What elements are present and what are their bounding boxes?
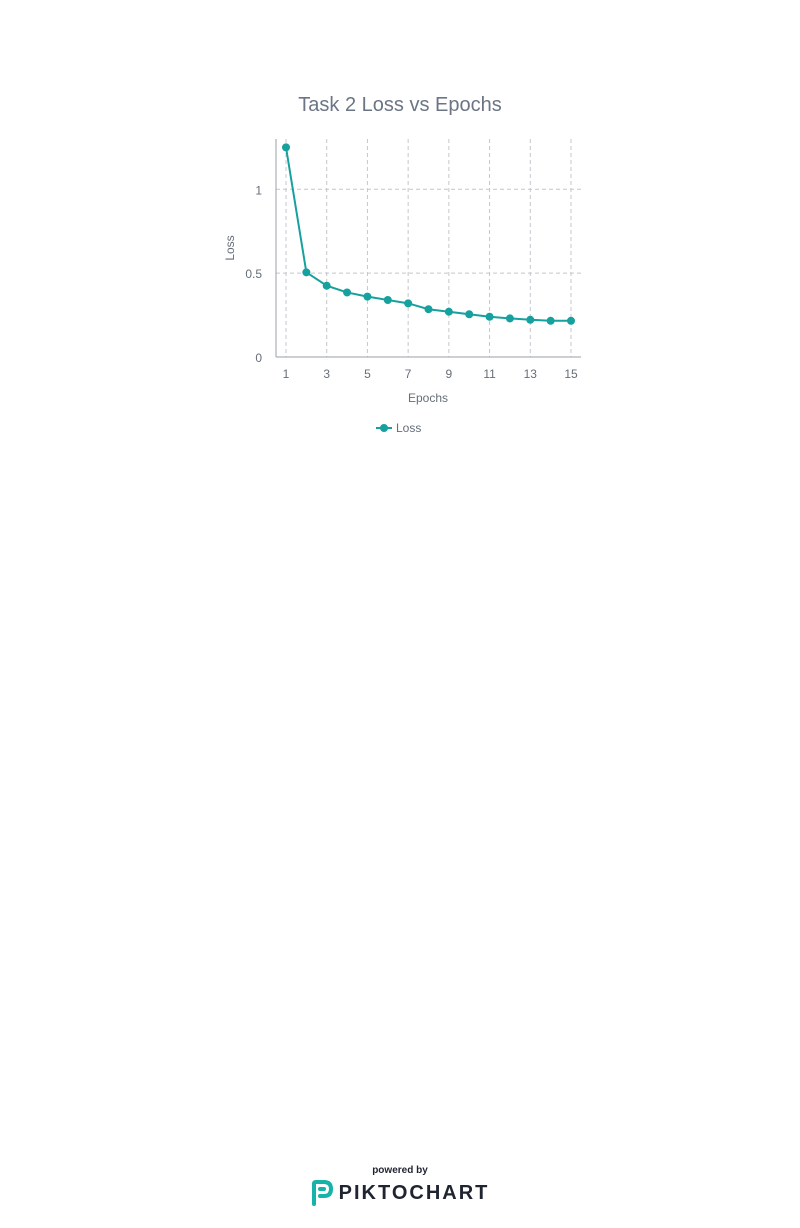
x-tick-label: 15 <box>564 367 578 381</box>
data-point[interactable] <box>404 299 413 308</box>
x-tick-label: 5 <box>364 367 371 381</box>
piktochart-logo-icon <box>311 1180 333 1206</box>
series <box>282 143 575 325</box>
legend-swatch-marker <box>380 424 388 432</box>
y-tick-label: 0.5 <box>245 267 262 281</box>
data-point[interactable] <box>322 281 331 290</box>
y-axis-title: Loss <box>223 235 237 260</box>
grid-lines <box>276 139 581 357</box>
data-point[interactable] <box>567 316 575 325</box>
chart-title: Task 2 Loss vs Epochs <box>298 94 502 116</box>
data-point[interactable] <box>363 292 372 301</box>
data-point[interactable] <box>302 268 311 277</box>
x-tick-label: 3 <box>323 367 330 381</box>
axes <box>275 139 581 358</box>
footer: powered by PIKTOCHART <box>0 1165 800 1211</box>
data-point[interactable] <box>444 307 453 316</box>
x-tick-label: 13 <box>524 367 538 381</box>
legend-label: Loss <box>396 421 421 435</box>
series-line-loss <box>285 147 571 322</box>
x-tick-label: 1 <box>283 367 290 381</box>
legend[interactable]: Loss <box>376 421 421 435</box>
data-point[interactable] <box>485 312 494 321</box>
data-point[interactable] <box>343 288 352 297</box>
x-axis-title: Epochs <box>408 391 448 405</box>
brand-name: PIKTOCHART <box>338 1181 490 1204</box>
y-tick-label: 1 <box>255 183 262 197</box>
x-tick-label: 11 <box>483 367 496 381</box>
x-tick-label: 9 <box>446 367 453 381</box>
data-point[interactable] <box>465 310 474 319</box>
y-tick-label: 0 <box>255 351 262 365</box>
powered-by-text: powered by <box>372 1165 428 1176</box>
data-point[interactable] <box>282 143 290 152</box>
data-point[interactable] <box>383 295 392 304</box>
brand-link[interactable]: PIKTOCHART <box>311 1180 490 1206</box>
x-tick-label: 7 <box>405 367 412 381</box>
data-point[interactable] <box>505 314 514 323</box>
data-point[interactable] <box>526 315 535 324</box>
data-point[interactable] <box>546 316 555 325</box>
data-point[interactable] <box>424 305 433 314</box>
